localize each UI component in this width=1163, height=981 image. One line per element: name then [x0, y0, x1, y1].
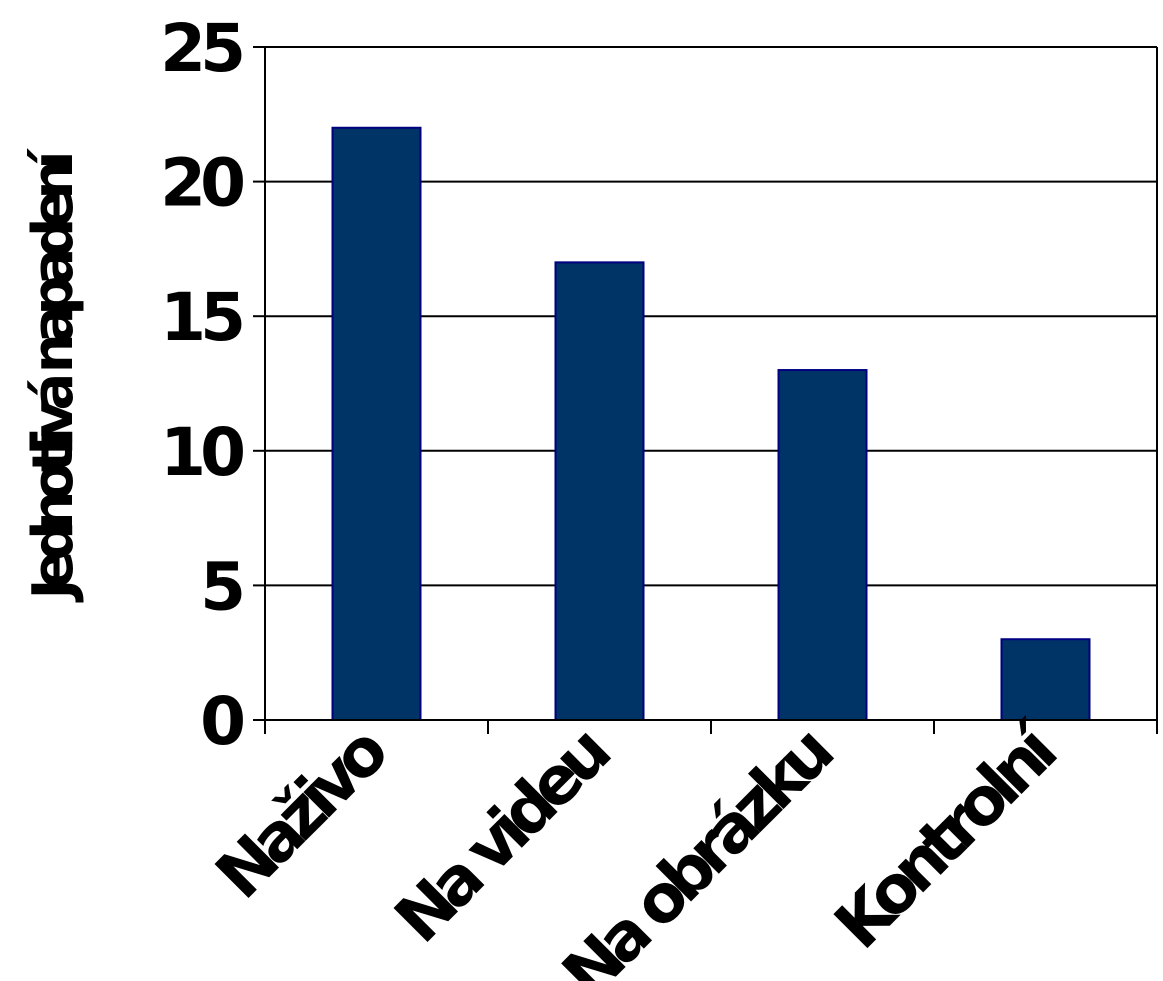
y-axis-title: Jednotlivá napadení [21, 148, 86, 604]
y-tick-label: 0 [200, 683, 243, 760]
bars [331, 126, 1091, 721]
bar [331, 126, 422, 721]
y-tick-labels: 0 5 10 15 20 25 [160, 10, 249, 760]
y-tick-label: 20 [160, 145, 243, 222]
y-tick-label: 5 [200, 548, 242, 625]
y-tick-label: 25 [160, 10, 242, 87]
y-tick-label: 10 [160, 414, 243, 491]
bar [1000, 638, 1091, 721]
bar [777, 369, 868, 721]
axes [253, 46, 1158, 734]
y-tick-label: 15 [160, 279, 242, 356]
x-category-label: Kontrolní [820, 709, 1075, 964]
bar [554, 261, 645, 721]
